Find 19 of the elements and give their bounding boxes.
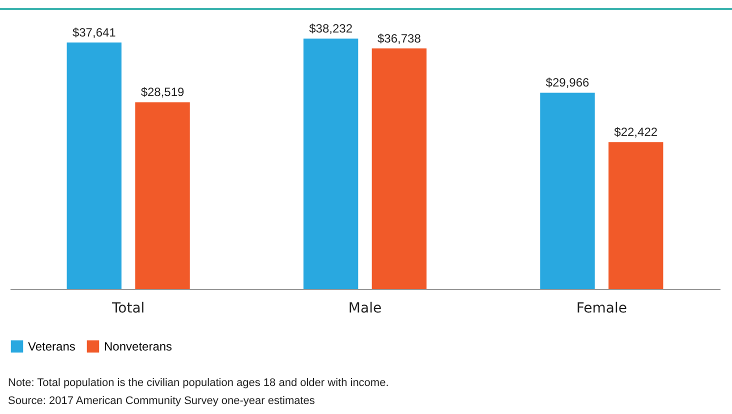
bar xyxy=(540,92,595,289)
legend-label: Nonveterans xyxy=(104,339,172,354)
bar xyxy=(303,38,358,289)
bar xyxy=(66,42,122,289)
legend-label: Veterans xyxy=(28,339,76,354)
data-label: $28,519 xyxy=(140,85,185,100)
data-label: $29,966 xyxy=(546,76,590,90)
bar xyxy=(608,142,664,289)
x-tick-label: Total xyxy=(110,300,145,316)
data-label: $36,738 xyxy=(377,31,422,46)
source-note: Source: 2017 American Community Survey one-year estimates xyxy=(8,394,316,409)
text: Note: Total population is the civilian population ages 18 and older with income. xyxy=(8,376,389,391)
data-label: $22,422 xyxy=(614,125,658,140)
bar xyxy=(135,102,190,289)
bar xyxy=(372,48,427,289)
x-tick-label: Female xyxy=(576,300,627,316)
data-label: $38,232 xyxy=(309,22,353,36)
x-tick-label: Male xyxy=(348,300,382,316)
data-label: $37,641 xyxy=(72,25,116,40)
